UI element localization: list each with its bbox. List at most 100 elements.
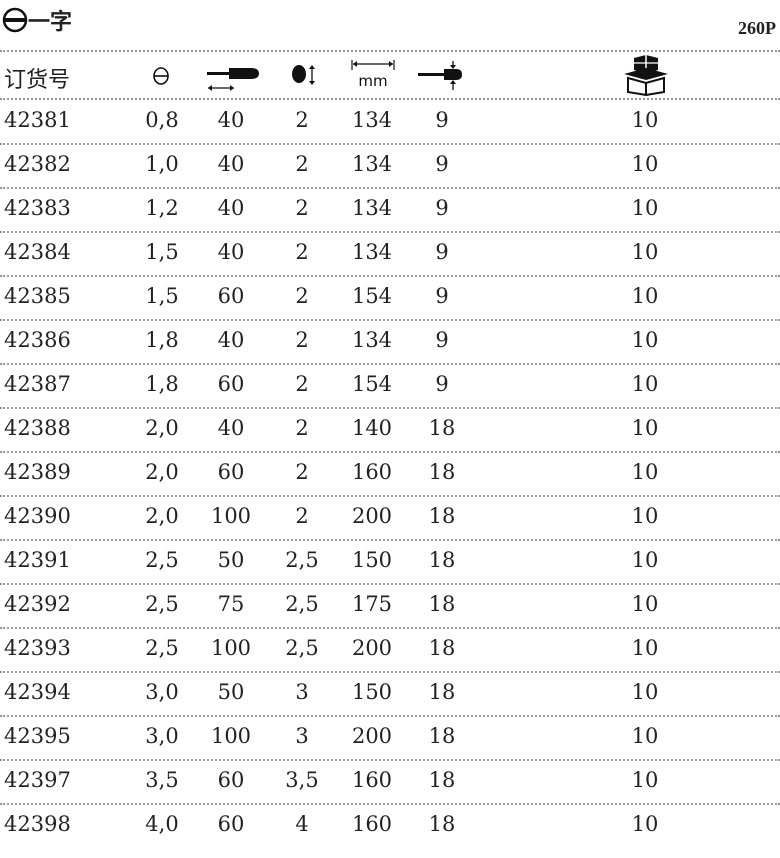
mm-label: mm (358, 72, 387, 90)
overall-length-mm-icon: mm (351, 60, 395, 90)
tip-width: 18 (428, 768, 456, 792)
divider (0, 627, 780, 629)
title-text: 一字 (28, 10, 73, 35)
slot-width: 1,8 (145, 372, 179, 396)
order-number: 42386 (4, 328, 71, 352)
piece-count: 260P (738, 18, 776, 38)
order-number: 42387 (4, 372, 71, 396)
divider (0, 407, 780, 409)
pack-quantity: 10 (631, 416, 659, 440)
pack-quantity: 10 (631, 680, 659, 704)
order-number: 42383 (4, 196, 71, 220)
table-row: 42386 1,8 40 2 134 9 10 (0, 320, 780, 364)
pack-quantity: 10 (631, 768, 659, 792)
table-row: 42391 2,5 50 2,5 150 18 10 (0, 540, 780, 584)
slot-width: 1,8 (145, 328, 179, 352)
blade-length: 40 (217, 108, 245, 132)
overall-length: 150 (351, 548, 393, 572)
shank-diameter: 4 (295, 812, 309, 836)
tip-width: 18 (428, 724, 456, 748)
shank-diameter: 2 (295, 152, 309, 176)
slot-width: 0,8 (145, 108, 179, 132)
overall-length: 200 (351, 636, 393, 660)
shank-diameter: 2 (295, 460, 309, 484)
slot-width: 2,0 (145, 416, 179, 440)
blade-length: 60 (217, 812, 245, 836)
pack-quantity: 10 (631, 636, 659, 660)
tip-width: 18 (428, 548, 456, 572)
divider (0, 583, 780, 585)
pack-quantity: 10 (631, 328, 659, 352)
package-box-icon (624, 55, 668, 96)
order-number: 42398 (4, 812, 71, 836)
table-row: 42393 2,5 100 2,5 200 18 10 (0, 628, 780, 672)
slot-width-icon (153, 67, 169, 85)
tip-width: 18 (428, 592, 456, 616)
blade-length: 40 (217, 240, 245, 264)
divider (0, 275, 780, 277)
overall-length: 160 (351, 812, 393, 836)
pack-quantity: 10 (631, 504, 659, 528)
blade-length: 75 (217, 592, 245, 616)
blade-length: 60 (217, 372, 245, 396)
shank-diameter: 2,5 (285, 636, 319, 660)
table-row: 42394 3,0 50 3 150 18 10 (0, 672, 780, 716)
divider (0, 98, 780, 100)
blade-length: 40 (217, 152, 245, 176)
order-number: 42397 (4, 768, 71, 792)
slot-width: 2,0 (145, 460, 179, 484)
blade-length: 60 (217, 768, 245, 792)
pack-quantity: 10 (631, 812, 659, 836)
shank-diameter: 2 (295, 504, 309, 528)
overall-length: 154 (351, 372, 393, 396)
shank-diameter: 2,5 (285, 592, 319, 616)
table-row: 42382 1,0 40 2 134 9 10 (0, 144, 780, 188)
shank-diameter: 3 (295, 680, 309, 704)
shank-diameter: 3,5 (285, 768, 319, 792)
blade-length: 40 (217, 416, 245, 440)
table-row: 42387 1,8 60 2 154 9 10 (0, 364, 780, 408)
blade-length: 100 (210, 724, 252, 748)
slot-width: 2,0 (145, 504, 179, 528)
table-row: 42381 0,8 40 2 134 9 10 (0, 100, 780, 144)
blade-length: 50 (217, 680, 245, 704)
overall-length: 160 (351, 460, 393, 484)
order-number: 42394 (4, 680, 71, 704)
divider (0, 363, 780, 365)
pack-quantity: 10 (631, 196, 659, 220)
order-number: 42390 (4, 504, 71, 528)
tip-width: 18 (428, 636, 456, 660)
order-number-header: 订货号 (4, 68, 71, 93)
table-row: 42398 4,0 60 4 160 18 10 (0, 804, 780, 848)
divider (0, 143, 780, 145)
tip-width: 18 (428, 504, 456, 528)
overall-length: 140 (351, 416, 393, 440)
shank-diameter: 2,5 (285, 548, 319, 572)
order-number: 42388 (4, 416, 71, 440)
slot-width: 2,5 (145, 548, 179, 572)
divider (0, 187, 780, 189)
table-row: 42397 3,5 60 3,5 160 18 10 (0, 760, 780, 804)
pack-quantity: 10 (631, 724, 659, 748)
table-row: 42389 2,0 60 2 160 18 10 (0, 452, 780, 496)
slot-width: 1,0 (145, 152, 179, 176)
overall-length: 200 (351, 504, 393, 528)
slot-width: 1,2 (145, 196, 179, 220)
divider (0, 715, 780, 717)
order-number: 42385 (4, 284, 71, 308)
divider (0, 319, 780, 321)
pack-quantity: 10 (631, 240, 659, 264)
shank-diameter: 2 (295, 328, 309, 352)
blade-length: 60 (217, 460, 245, 484)
tip-width: 18 (428, 680, 456, 704)
blade-length: 40 (217, 328, 245, 352)
tip-width-icon (418, 61, 462, 90)
slot-width: 3,0 (145, 724, 179, 748)
pack-quantity: 10 (631, 152, 659, 176)
overall-length: 175 (351, 592, 393, 616)
divider (0, 539, 780, 541)
shank-diameter: 2 (295, 240, 309, 264)
tip-width: 9 (435, 152, 449, 176)
shank-diameter: 2 (295, 196, 309, 220)
table-row: 42383 1,2 40 2 134 9 10 (0, 188, 780, 232)
